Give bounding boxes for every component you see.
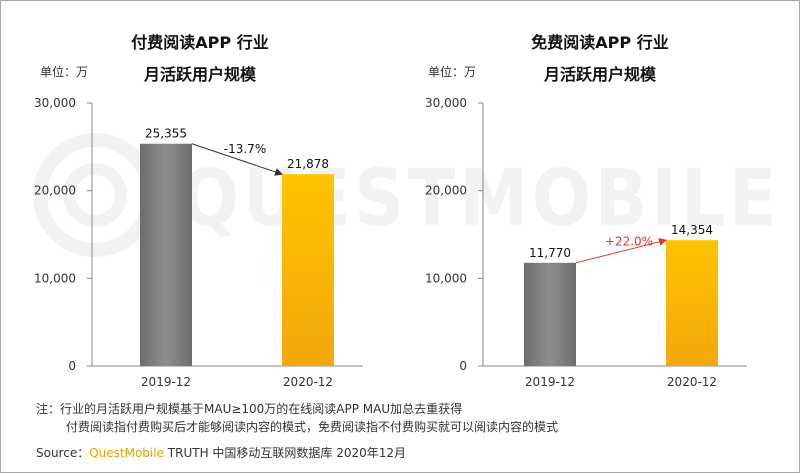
- bar-2020-12: [282, 174, 334, 366]
- data-label: 14,354: [671, 223, 713, 237]
- source-line: Source：QuestMobile TRUTH 中国移动互联网数据库 2020…: [36, 444, 406, 461]
- y-tick-label: 10,000: [34, 271, 76, 285]
- y-tick-label: 20,000: [425, 184, 467, 198]
- chart-title: 付费阅读APP 行业: [131, 33, 268, 52]
- x-tick-label: 2020-12: [667, 375, 717, 389]
- data-label: 25,355: [145, 127, 187, 141]
- growth-label: +22.0%: [605, 234, 653, 248]
- footnote-line-1: 注：行业的月活跃用户规模基于MAU≥100万的在线阅读APP MAU加总去重获得: [36, 402, 463, 416]
- growth-label: -13.7%: [224, 142, 266, 156]
- source-suffix: TRUTH 中国移动互联网数据库 2020年12月: [163, 446, 407, 460]
- growth-arrow: [575, 237, 667, 264]
- y-tick-label: 0: [68, 359, 76, 373]
- charts-group: 付费阅读APP 行业月活跃用户规模单位：万010,00020,00030,000…: [34, 33, 747, 389]
- y-tick-label: 10,000: [425, 271, 467, 285]
- x-tick-label: 2019-12: [525, 375, 575, 389]
- bar-2019-12: [524, 262, 576, 366]
- x-tick-label: 2019-12: [141, 375, 191, 389]
- chart-subtitle: 月活跃用户规模: [543, 65, 657, 84]
- source-prefix: Source：: [36, 446, 90, 460]
- y-tick-label: 20,000: [34, 184, 76, 198]
- data-label: 11,770: [529, 246, 571, 260]
- source-brand: QuestMobile: [89, 446, 164, 460]
- bar-2019-12: [140, 143, 192, 366]
- chart-title: 免费阅读APP 行业: [531, 33, 668, 52]
- unit-label: 单位：万: [428, 64, 476, 79]
- footnote-line-2: 付费阅读指付费购买后才能够阅读内容的模式，免费阅读指不付费购买就可以阅读内容的模…: [66, 420, 559, 434]
- y-tick-label: 30,000: [34, 96, 76, 110]
- growth-arrow: [191, 143, 283, 176]
- y-tick-label: 30,000: [425, 96, 467, 110]
- x-tick-label: 2020-12: [283, 375, 333, 389]
- chart-subtitle: 月活跃用户规模: [143, 65, 257, 84]
- bar-2020-12: [666, 240, 718, 366]
- data-label: 21,878: [287, 157, 329, 171]
- unit-label: 单位：万: [40, 64, 88, 79]
- y-tick-label: 0: [459, 359, 467, 373]
